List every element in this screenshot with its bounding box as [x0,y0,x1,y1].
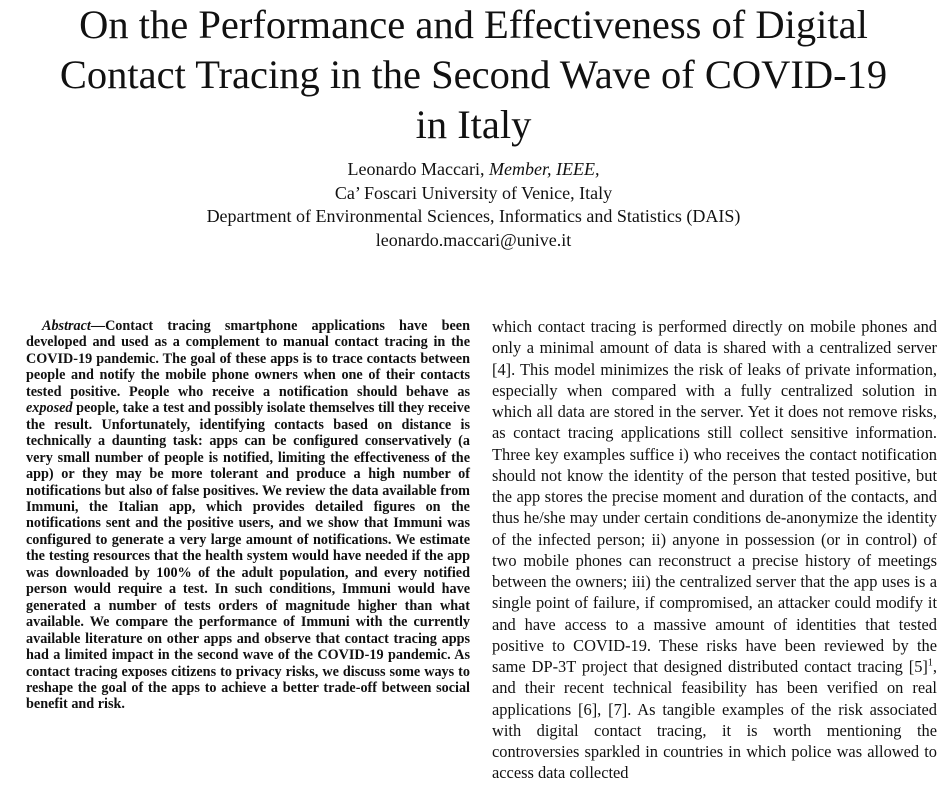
author-block: Leonardo Maccari, Member, IEEE, Ca’ Fosc… [0,158,947,252]
author-name: Leonardo Maccari, [347,159,485,179]
footnote-mark: 1 [927,657,933,669]
title-line: in Italy [415,102,532,147]
paper-title: On the Performance and Effectiveness of … [0,0,947,150]
author-affiliation: Ca’ Foscari University of Venice, Italy [334,182,613,203]
body-column-right: which contact tracing is performed direc… [492,316,937,784]
abstract-dash: — [90,318,106,334]
body-text: , and their recent technical feasibility… [492,657,937,783]
body-text: which contact tracing is performed direc… [492,317,937,676]
abstract-label: Abstract [42,318,91,334]
title-line: Contact Tracing in the Second Wave of CO… [59,52,888,97]
abstract: Abstract—Contact tracing smartphone appl… [26,318,470,713]
title-line: On the Performance and Effectiveness of … [79,2,868,47]
abstract-text: people, take a test and possibly isolate… [26,400,471,713]
author-line: Leonardo Maccari, Member, IEEE, [0,158,947,182]
author-department: Department of Environmental Sciences, In… [206,206,741,226]
abstract-text: Contact tracing smartphone applications … [26,318,470,400]
author-role: Member, IEEE, [488,159,600,179]
author-email: leonardo.maccari@unive.it [375,229,572,250]
abstract-emphasis: exposed [26,400,73,417]
